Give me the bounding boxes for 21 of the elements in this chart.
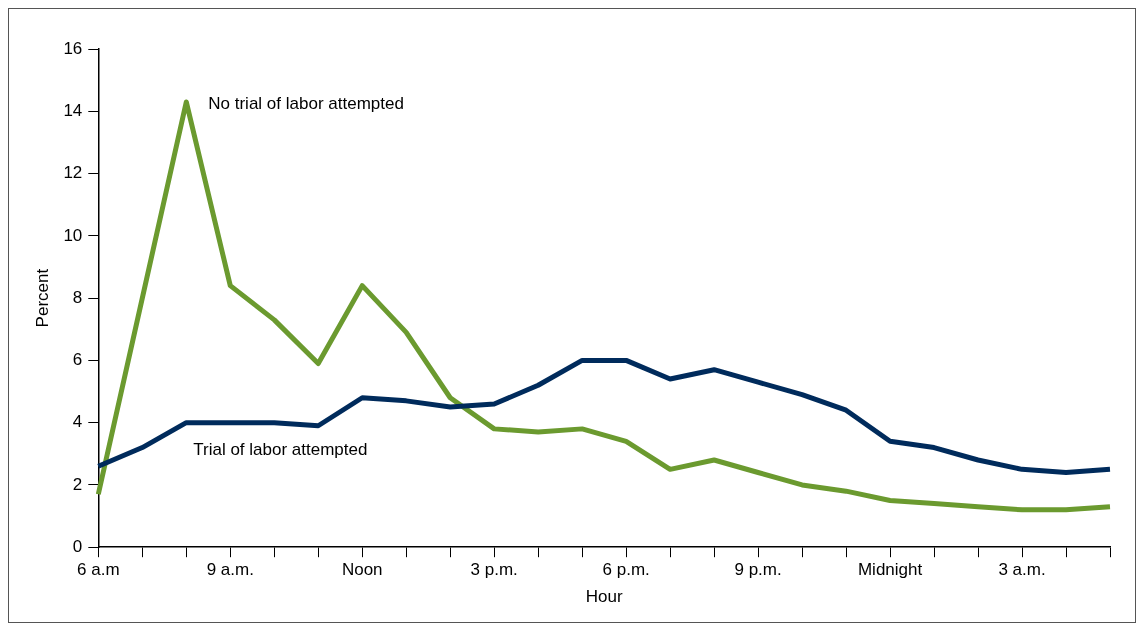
x-axis-title: Hour bbox=[585, 587, 623, 607]
series-label: No trial of labor attempted bbox=[208, 93, 404, 113]
y-tick-label: 14 bbox=[63, 100, 83, 120]
y-tick-label: 0 bbox=[72, 536, 83, 556]
y-tick-label: 2 bbox=[72, 474, 83, 494]
y-tick-label: 16 bbox=[63, 38, 83, 58]
x-tick-label: Midnight bbox=[857, 560, 923, 580]
x-tick-label: 6 a.m bbox=[77, 560, 120, 580]
y-tick-label: 8 bbox=[72, 287, 83, 307]
y-tick-label: 4 bbox=[72, 412, 83, 432]
x-tick-label: 6 p.m. bbox=[602, 560, 650, 580]
x-tick-label: Noon bbox=[341, 560, 383, 580]
y-tick-label: 10 bbox=[63, 225, 83, 245]
x-tick-label: 3 a.m. bbox=[998, 560, 1046, 580]
y-tick-label: 12 bbox=[63, 163, 83, 183]
y-tick-label: 6 bbox=[72, 350, 83, 370]
series-label: Trial of labor attempted bbox=[193, 440, 368, 460]
x-tick-label: 9 p.m. bbox=[734, 560, 782, 580]
x-tick-label: 3 p.m. bbox=[470, 560, 518, 580]
y-axis-title: Percent bbox=[32, 268, 52, 328]
x-tick-label: 9 a.m. bbox=[206, 560, 254, 580]
